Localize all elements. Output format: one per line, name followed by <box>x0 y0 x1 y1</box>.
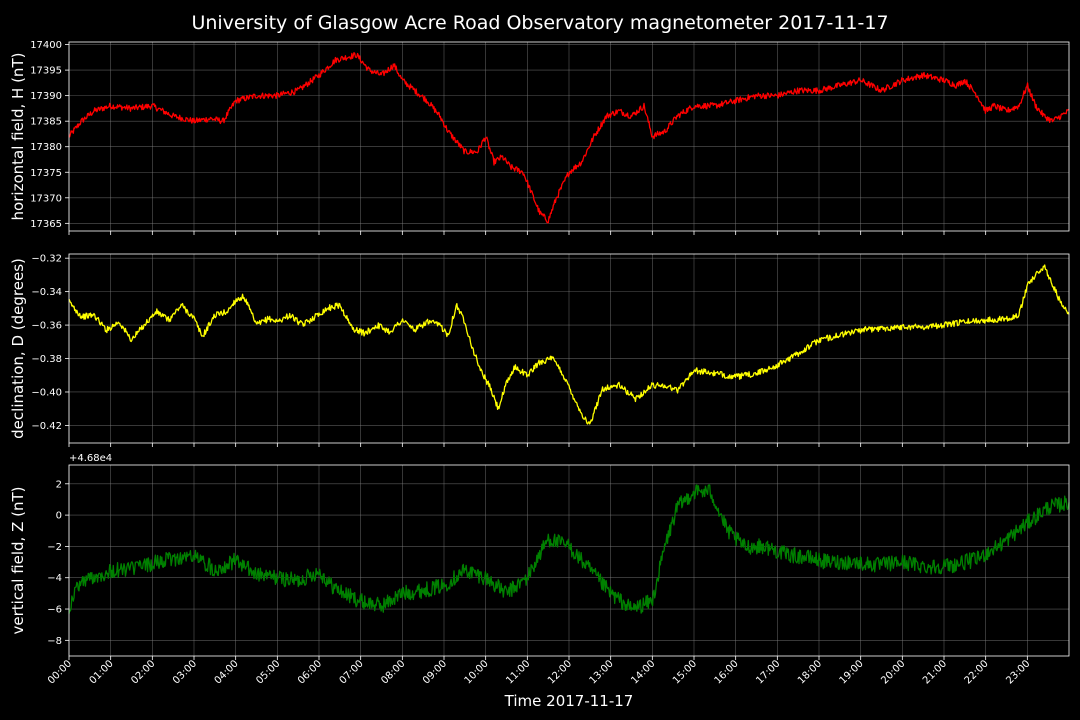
y-tick-label: −8 <box>47 636 62 647</box>
y-tick-label: 17400 <box>30 40 62 51</box>
y-tick-label: 17380 <box>30 142 62 153</box>
y-tick-label: 17365 <box>30 219 62 230</box>
y-tick-label: 0 <box>56 511 62 522</box>
y-tick-label: −0.32 <box>31 254 62 265</box>
y-axis-label-d: declination, D (degrees) <box>9 258 27 439</box>
y-tick-label: −0.40 <box>31 387 62 398</box>
y-tick-label: −0.42 <box>31 421 62 432</box>
y-tick-label: −2 <box>47 542 62 553</box>
chart-title: University of Glasgow Acre Road Observat… <box>191 12 888 34</box>
y-tick-label: −0.34 <box>31 287 62 298</box>
y-tick-label: 17395 <box>30 66 62 77</box>
y-tick-label: 17370 <box>30 193 62 204</box>
y-axis-label-z: vertical field, Z (nT) <box>9 486 27 634</box>
y-tick-label: 17385 <box>30 117 62 128</box>
y-tick-label: 2 <box>56 479 62 490</box>
y-tick-label: 17390 <box>30 91 62 102</box>
y-tick-label: 17375 <box>30 168 62 179</box>
y-tick-label: −6 <box>47 605 62 616</box>
y-axis-label-h: horizontal field, H (nT) <box>9 53 27 221</box>
y-tick-label: −0.38 <box>31 354 62 365</box>
y-tick-label: −4 <box>47 573 62 584</box>
y-offset-text: +4.68e4 <box>69 453 112 464</box>
y-tick-label: −0.36 <box>31 321 62 332</box>
x-axis-label: Time 2017-11-17 <box>504 692 634 710</box>
